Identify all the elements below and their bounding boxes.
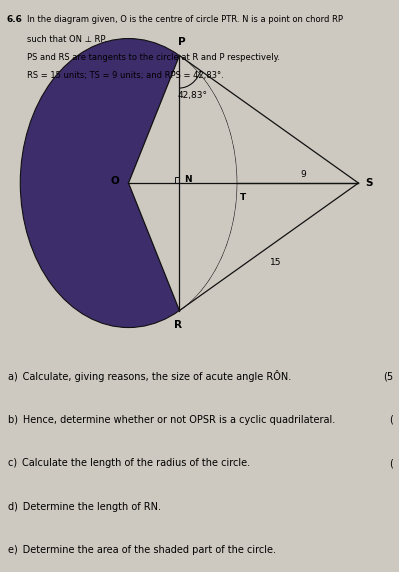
Text: e) Determine the area of the shaded part of the circle.: e) Determine the area of the shaded part… (8, 545, 276, 555)
Text: (: ( (389, 458, 393, 468)
Text: b) Hence, determine whether or not OPSR is a cyclic quadrilateral.: b) Hence, determine whether or not OPSR … (8, 415, 335, 425)
Text: such that ON ⊥ RP.: such that ON ⊥ RP. (27, 35, 107, 44)
Text: 9: 9 (300, 169, 306, 178)
Text: PS and RS are tangents to the circle at R and P respectively.: PS and RS are tangents to the circle at … (27, 53, 280, 62)
Text: O: O (110, 176, 119, 186)
Text: In the diagram given, O is the centre of circle PTR. N is a point on chord RP: In the diagram given, O is the centre of… (27, 15, 343, 24)
Circle shape (20, 38, 237, 328)
Text: 15: 15 (270, 257, 281, 267)
Polygon shape (128, 55, 237, 311)
Text: RS = 15 units; TS = 9 units; and RP̂S = 42,83°.: RS = 15 units; TS = 9 units; and RP̂S = … (27, 71, 224, 80)
Text: P: P (178, 37, 186, 46)
Text: T: T (239, 193, 246, 202)
Text: c) Calculate the length of the radius of the circle.: c) Calculate the length of the radius of… (8, 458, 250, 468)
Text: a) Calculate, giving reasons, the size of acute angle RÔN.: a) Calculate, giving reasons, the size o… (8, 371, 291, 382)
Text: N: N (184, 175, 192, 184)
Text: S: S (365, 178, 373, 188)
Text: (5: (5 (383, 371, 393, 382)
Text: (: ( (389, 415, 393, 425)
Text: d) Determine the length of RN.: d) Determine the length of RN. (8, 502, 161, 512)
Text: R: R (174, 320, 182, 329)
Text: 6.6: 6.6 (7, 15, 23, 24)
Text: 42,83°: 42,83° (178, 90, 208, 100)
